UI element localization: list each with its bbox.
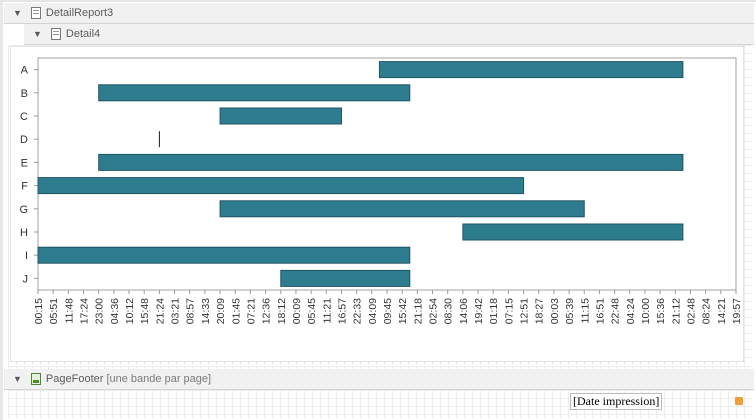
x-tick-label-0: 00:15 (33, 298, 45, 324)
x-tick-label-44: 08:24 (701, 298, 713, 324)
detail-band[interactable]: ▼ Detail4 (24, 24, 754, 45)
detail-report-label: DetailReport3 (45, 7, 114, 19)
category-label-C: C (20, 111, 28, 123)
top-ruler (0, 0, 756, 2)
category-label-J: J (23, 273, 29, 285)
category-label-A: A (21, 65, 29, 77)
x-tick-label-33: 18:27 (534, 298, 546, 324)
x-tick-label-16: 18:12 (276, 298, 288, 324)
collapse-arrow-icon[interactable]: ▼ (13, 374, 22, 384)
x-tick-label-36: 11:15 (579, 298, 591, 324)
category-label-B: B (21, 88, 28, 100)
detail-report-band[interactable]: ▼ DetailReport3 (4, 3, 754, 24)
x-tick-label-25: 21:18 (412, 298, 424, 324)
category-label-F: F (21, 181, 28, 193)
x-tick-label-21: 22:33 (352, 298, 364, 324)
range-bar-H (462, 223, 684, 241)
x-tick-label-23: 09:45 (382, 298, 394, 324)
x-tick-label-27: 08:30 (443, 298, 455, 324)
range-bar-J (280, 269, 411, 287)
x-tick-label-10: 08:57 (185, 298, 197, 324)
report-icon (30, 7, 41, 19)
page-footer-label: PageFooter [une bande par page] (45, 373, 212, 385)
x-tick-label-15: 12:36 (261, 298, 273, 324)
x-tick-label-45: 14:21 (716, 298, 728, 324)
x-tick-label-1: 05:51 (48, 298, 60, 324)
x-tick-label-32: 12:51 (519, 298, 531, 324)
x-tick-label-41: 15:36 (655, 298, 667, 324)
range-bar-F (37, 177, 525, 195)
x-tick-label-8: 21:24 (154, 298, 166, 324)
detail-icon (50, 28, 61, 40)
x-tick-label-5: 04:36 (109, 298, 121, 324)
date-impression-field[interactable]: [Date impression] (570, 393, 663, 410)
x-tick-label-22: 04:09 (367, 298, 379, 324)
x-tick-label-9: 03:21 (170, 298, 182, 324)
x-tick-label-20: 16:57 (336, 298, 348, 324)
page-footer-band[interactable]: ▼ PageFooter [une bande par page] (4, 369, 754, 390)
left-margin (0, 0, 3, 420)
x-tick-label-29: 19:42 (473, 298, 485, 324)
x-tick-label-26: 02:54 (428, 298, 440, 324)
range-bar-A (378, 61, 684, 79)
category-label-G: G (19, 204, 28, 216)
range-bar-B (98, 84, 411, 102)
x-tick-label-12: 20:09 (215, 298, 227, 324)
detail-label: Detail4 (65, 28, 101, 40)
x-tick-label-6: 10:12 (124, 298, 136, 324)
x-tick-label-31: 07:15 (503, 298, 515, 324)
x-tick-label-39: 04:24 (625, 298, 637, 324)
range-bar-E (98, 153, 684, 171)
x-tick-label-4: 23:00 (94, 298, 106, 324)
design-grid-bottom (8, 366, 752, 369)
collapse-arrow-icon[interactable]: ▼ (33, 29, 42, 39)
range-bar-G (219, 200, 585, 218)
x-tick-label-35: 05:39 (564, 298, 576, 324)
collapse-arrow-icon[interactable]: ▼ (13, 8, 22, 18)
range-bar-C (219, 107, 342, 125)
x-tick-label-43: 02:48 (685, 298, 697, 324)
x-tick-label-14: 07:21 (245, 298, 257, 324)
category-label-I: I (25, 250, 28, 262)
x-tick-label-46: 19:57 (731, 298, 743, 324)
x-tick-label-17: 00:09 (291, 298, 303, 324)
x-tick-label-37: 16:51 (594, 298, 606, 324)
range-bar-I (37, 246, 411, 264)
x-tick-label-2: 11:48 (63, 298, 75, 324)
x-tick-label-28: 14:06 (458, 298, 470, 324)
x-tick-label-38: 22:48 (610, 298, 622, 324)
smart-tag-icon[interactable] (735, 397, 743, 405)
x-tick-label-19: 11:21 (321, 298, 333, 324)
x-tick-label-42: 21:12 (670, 298, 682, 324)
x-tick-label-18: 05:45 (306, 298, 318, 324)
x-tick-label-24: 15:42 (397, 298, 409, 324)
x-tick-label-7: 15:48 (139, 298, 151, 324)
category-label-H: H (20, 227, 28, 239)
category-label-E: E (21, 157, 28, 169)
category-label-D: D (20, 134, 28, 146)
page-footer-icon (30, 373, 41, 385)
x-tick-label-40: 10:00 (640, 298, 652, 324)
x-tick-label-34: 00:03 (549, 298, 561, 324)
x-tick-label-30: 01:18 (488, 298, 500, 324)
x-tick-label-11: 14:33 (200, 298, 212, 324)
x-tick-label-3: 17:24 (79, 298, 91, 324)
x-tick-label-13: 01:45 (230, 298, 242, 324)
